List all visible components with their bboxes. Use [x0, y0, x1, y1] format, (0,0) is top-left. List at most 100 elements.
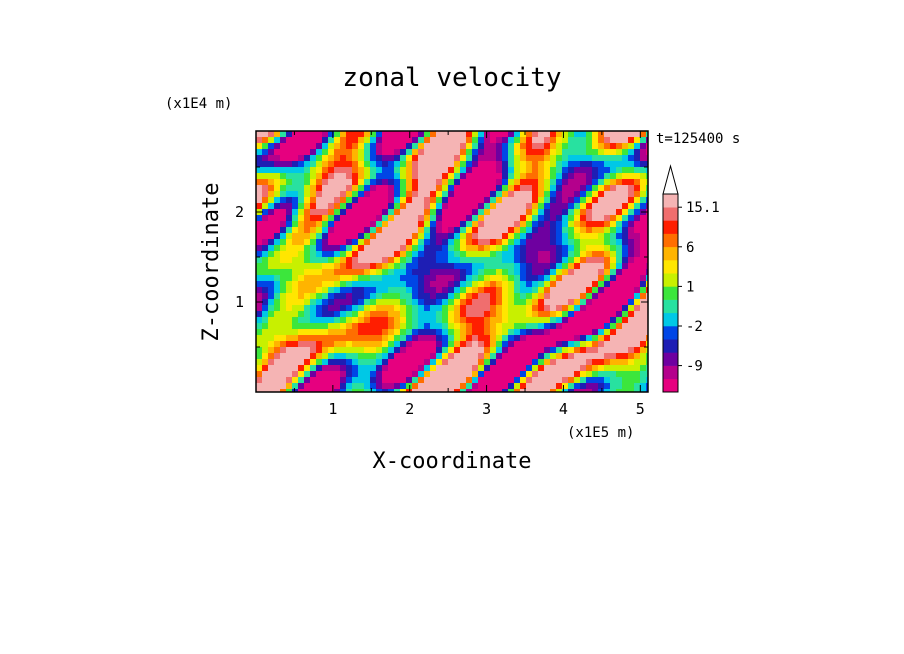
field-cell	[274, 155, 281, 162]
field-cell	[316, 143, 323, 150]
field-cell	[580, 203, 587, 210]
field-cell	[256, 239, 263, 246]
field-cell	[568, 149, 575, 156]
field-cell	[640, 389, 647, 392]
field-cell	[370, 317, 377, 324]
field-cell	[280, 143, 287, 150]
field-cell	[322, 263, 329, 270]
field-cell	[370, 359, 377, 366]
field-cell	[334, 359, 341, 366]
field-cell	[544, 161, 551, 168]
field-cell	[502, 149, 509, 156]
field-cell	[412, 359, 419, 366]
field-cell	[400, 179, 407, 186]
field-cell	[646, 263, 648, 270]
field-cell	[484, 227, 491, 234]
field-cell	[568, 221, 575, 228]
field-cell	[490, 353, 497, 360]
field-cell	[556, 167, 563, 174]
field-cell	[430, 329, 437, 336]
field-cell	[616, 257, 623, 264]
field-cell	[514, 347, 521, 354]
field-cell	[274, 371, 281, 378]
field-cell	[370, 329, 377, 336]
field-cell	[304, 377, 311, 384]
field-cell	[526, 161, 533, 168]
field-cell	[262, 341, 269, 348]
field-cell	[634, 299, 641, 306]
field-cell	[304, 215, 311, 222]
field-cell	[388, 155, 395, 162]
field-cell	[364, 227, 371, 234]
field-cell	[592, 335, 599, 342]
field-cell	[460, 143, 467, 150]
field-cell	[286, 317, 293, 324]
field-cell	[586, 215, 593, 222]
field-cell	[304, 323, 311, 330]
field-cell	[490, 365, 497, 372]
field-cell	[292, 161, 299, 168]
field-cell	[550, 179, 557, 186]
field-cell	[358, 197, 365, 204]
field-cell	[328, 215, 335, 222]
field-cell	[610, 389, 617, 392]
field-cell	[406, 167, 413, 174]
field-cell	[466, 137, 473, 144]
field-cell	[544, 389, 551, 392]
field-cell	[598, 341, 605, 348]
field-cell	[424, 179, 431, 186]
field-cell	[472, 143, 479, 150]
field-cell	[496, 209, 503, 216]
field-cell	[490, 383, 497, 390]
field-cell	[442, 251, 449, 258]
field-cell	[316, 299, 323, 306]
field-cell	[274, 227, 281, 234]
field-cell	[400, 353, 407, 360]
field-cell	[400, 347, 407, 354]
field-cell	[328, 155, 335, 162]
field-cell	[382, 185, 389, 192]
field-cell	[586, 185, 593, 192]
field-cell	[496, 329, 503, 336]
field-cell	[388, 341, 395, 348]
field-cell	[310, 173, 317, 180]
field-cell	[352, 227, 359, 234]
field-cell	[280, 365, 287, 372]
field-cell	[310, 245, 317, 252]
field-cell	[310, 317, 317, 324]
field-cell	[550, 137, 557, 144]
field-cell	[376, 149, 383, 156]
field-cell	[514, 197, 521, 204]
field-cell	[568, 353, 575, 360]
field-cell	[388, 131, 395, 138]
field-cell	[460, 275, 467, 282]
field-cell	[400, 197, 407, 204]
field-cell	[388, 299, 395, 306]
field-cell	[604, 155, 611, 162]
field-cell	[274, 137, 281, 144]
field-cell	[346, 383, 353, 390]
field-cell	[418, 293, 425, 300]
field-cell	[562, 245, 569, 252]
field-cell	[328, 233, 335, 240]
field-cell	[316, 371, 323, 378]
field-cell	[310, 221, 317, 228]
field-cell	[508, 377, 515, 384]
field-cell	[340, 209, 347, 216]
field-cell	[400, 191, 407, 198]
field-cell	[448, 215, 455, 222]
field-cell	[328, 317, 335, 324]
field-cell	[382, 179, 389, 186]
field-cell	[286, 299, 293, 306]
field-cell	[322, 353, 329, 360]
field-cell	[532, 281, 539, 288]
field-cell	[400, 281, 407, 288]
field-cell	[568, 335, 575, 342]
colorbar-swatch	[663, 233, 678, 248]
field-cell	[442, 257, 449, 264]
field-cell	[262, 161, 269, 168]
field-cell	[310, 299, 317, 306]
field-cell	[574, 287, 581, 294]
field-cell	[526, 197, 533, 204]
field-cell	[298, 371, 305, 378]
